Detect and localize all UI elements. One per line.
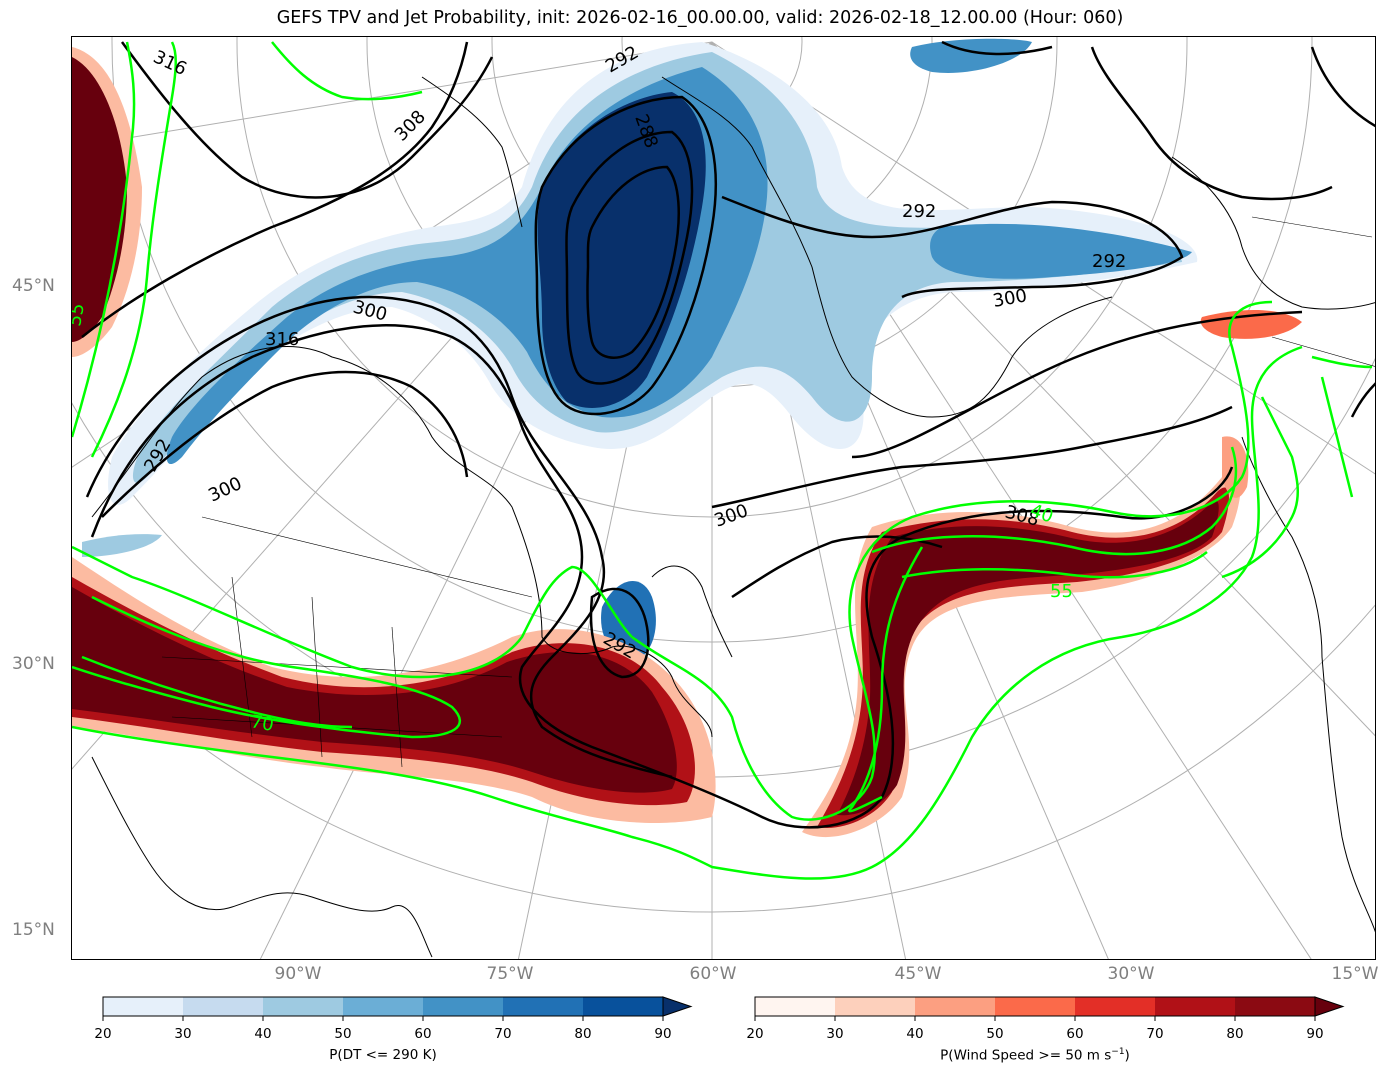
jet-label: 55 (72, 302, 89, 328)
tpv-colorbar-tick-label: 80 (574, 1026, 592, 1042)
jet-colorbar-tick-label: 70 (1146, 1026, 1164, 1042)
jet-colorbar-label-exponent: −1 (1111, 1047, 1125, 1057)
jet-probability-field (72, 47, 1302, 838)
jet-colorbar-label-text: P(Wind Speed >= 50 m s (940, 1047, 1112, 1064)
jet-colorbar-tick-label: 30 (826, 1026, 844, 1042)
theta-label: 316 (150, 46, 190, 80)
tpv-colorbar-outline (102, 996, 664, 1017)
tpv-colorbar-swatch (503, 997, 584, 1016)
jet-colorbar-tick-label: 80 (1226, 1026, 1244, 1042)
tpv-colorbar-swatch (103, 997, 184, 1016)
tpv-colorbar-tick-label: 30 (174, 1026, 192, 1042)
jet-colorbar-label-end: ) (1124, 1047, 1130, 1064)
tpv-colorbar-swatches (102, 996, 693, 1021)
tpv-colorbar-tick-label: 70 (494, 1026, 512, 1042)
jet-colorbar-extend-arrow (1314, 996, 1345, 1017)
coastlines (91, 76, 1375, 958)
tpv-colorbar-extend-arrow (662, 996, 693, 1017)
jet-colorbar-swatch (1075, 997, 1156, 1016)
tpv-colorbar-swatch (343, 997, 424, 1016)
map-title: GEFS TPV and Jet Probability, init: 2026… (276, 8, 1124, 28)
lon-label-30w: 30°W (1107, 964, 1155, 984)
jet-colorbar-swatch (1235, 997, 1316, 1016)
jet-colorbar-swatch (995, 997, 1076, 1016)
tpv-colorbar-swatch (183, 997, 264, 1016)
map-panel: 316 308 292 300 316 292 300 300 308 292 … (71, 36, 1376, 960)
lon-label-60w: 60°W (689, 964, 737, 984)
theta-label: 316 (265, 329, 299, 350)
theta-label: 292 (1092, 251, 1126, 272)
tpv-colorbar-swatch (263, 997, 344, 1016)
jet-colorbar-label: P(Wind Speed >= 50 m s−1) (940, 1047, 1130, 1064)
jet-colorbar-swatches (754, 996, 1345, 1021)
tpv-colorbar-tick-label: 60 (414, 1026, 432, 1042)
lon-label-75w: 75°W (486, 964, 534, 984)
tpv-colorbar-tick-label: 20 (94, 1026, 112, 1042)
tpv-colorbar-tick-label: 90 (654, 1026, 672, 1042)
lat-label-45n: 45°N (12, 276, 55, 296)
lat-label-30n: 30°N (12, 654, 55, 674)
theta-label: 308 (391, 106, 430, 145)
map-canvas: 316 308 292 300 316 292 300 300 308 292 … (72, 37, 1375, 959)
jet-label: 70 (249, 711, 275, 736)
theta-label: 300 (991, 285, 1028, 312)
tpv-colorbar-label: P(DT <= 290 K) (329, 1047, 437, 1063)
jet-colorbar-outline (754, 996, 1316, 1017)
tpv-colorbar-swatch (423, 997, 504, 1016)
lat-label-15n: 15°N (12, 920, 55, 940)
jet-colorbar-tick-label: 50 (986, 1026, 1004, 1042)
jet-colorbar-swatch (1155, 997, 1236, 1016)
jet-colorbar-swatch (915, 997, 996, 1016)
jet-colorbar (754, 996, 1345, 1021)
tpv-colorbar (102, 996, 693, 1021)
jet-label: 55 (1050, 581, 1073, 602)
tpv-colorbar-tick-label: 50 (334, 1026, 352, 1042)
tpv-colorbar-swatch (583, 997, 664, 1016)
lon-label-15w: 15°W (1331, 964, 1379, 984)
jet-colorbar-tick-label: 90 (1306, 1026, 1324, 1042)
lon-label-45w: 45°W (894, 964, 942, 984)
jet-colorbar-swatch (755, 997, 836, 1016)
jet-colorbar-swatch (835, 997, 916, 1016)
jet-colorbar-tick-label: 60 (1066, 1026, 1084, 1042)
jet-contours (72, 41, 1373, 880)
lon-label-90w: 90°W (274, 964, 322, 984)
jet-colorbar-tick-label: 20 (746, 1026, 764, 1042)
theta-label: 300 (205, 473, 245, 507)
theta-label: 292 (902, 201, 936, 222)
tpv-colorbar-tick-label: 40 (254, 1026, 272, 1042)
jet-colorbar-tick-label: 40 (906, 1026, 924, 1042)
theta-contours (81, 40, 1375, 829)
